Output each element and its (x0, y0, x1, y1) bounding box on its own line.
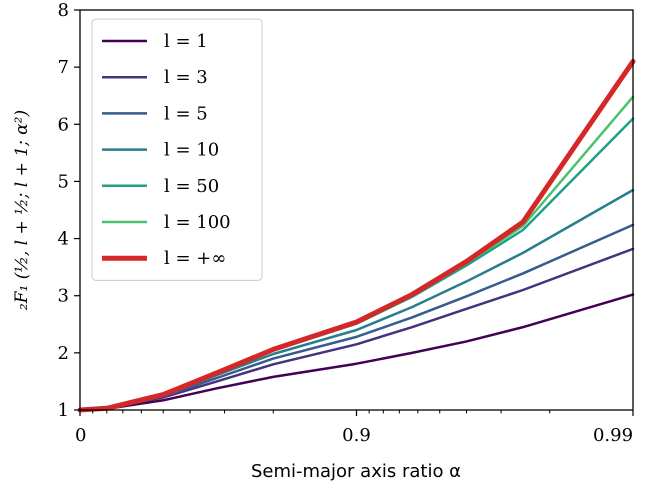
x-tick-label-1: 0.9 (342, 425, 371, 446)
legend-entry-3: l = 10 (164, 140, 219, 161)
legend: l = 1 l = 3 l = 5 l = 10 l = 50 l = 100 l = +∞ (91, 18, 263, 281)
axis-layer: 1 2 3 4 5 6 7 8 0 0.9 0.99 (58, 0, 634, 446)
series-layer (77, 58, 636, 413)
legend-entry-5: l = 100 (164, 212, 231, 233)
legend-entry-6: l = +∞ (164, 248, 226, 269)
y-tick-label-6: 7 (58, 57, 69, 78)
y-tick-label-4: 5 (58, 171, 69, 192)
legend-entry-0: l = 1 (164, 31, 208, 52)
y-tick-label-2: 3 (58, 286, 69, 307)
legend-entry-1: l = 3 (164, 67, 208, 88)
x-tick-label-0: 0 (75, 425, 86, 446)
legend-entry-4: l = 50 (164, 176, 219, 197)
series-line-0 (78, 293, 635, 412)
y-axis-label: ₂F₁ (½, l + ½; l + 1; α²) (12, 110, 32, 310)
y-tick-label-5: 6 (58, 114, 69, 135)
y-tick-label-0: 1 (58, 400, 69, 421)
legend-entry-2: l = 5 (164, 103, 208, 124)
y-tick-label-3: 4 (58, 229, 69, 250)
x-axis-label: Semi-major axis ratio α (251, 461, 461, 482)
series-line-6 (77, 58, 636, 413)
x-tick-label-2: 0.99 (593, 425, 633, 446)
y-tick-label-7: 8 (58, 0, 69, 21)
legend-box (91, 18, 263, 281)
y-tick-label-1: 2 (58, 343, 69, 364)
